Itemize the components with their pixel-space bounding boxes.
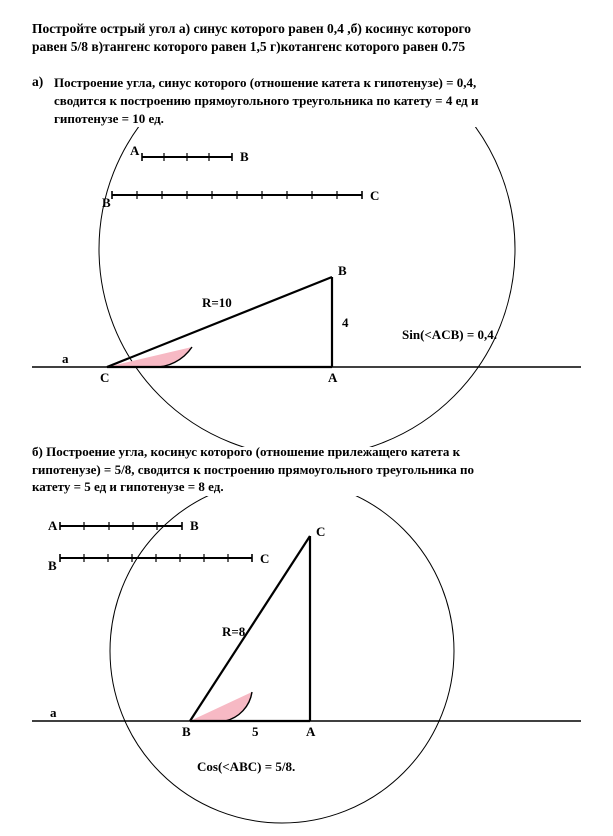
part-a-label: а) (32, 74, 43, 90)
ruler-bc-icon (60, 554, 252, 562)
part-a-desc-2: сводится к построению прямоугольного тре… (54, 93, 479, 108)
triangle-icon (107, 277, 332, 367)
part-b: б) Построение угла, косинус которого (от… (32, 443, 581, 826)
ruler-ab-icon (60, 522, 182, 530)
baseline-label: a (62, 351, 69, 366)
part-b-label: б) (32, 444, 43, 459)
adjacent-label: 5 (252, 724, 259, 739)
formula-sin: Sin(<ACB) = 0,4. (402, 327, 497, 342)
part-a-description: Построение угла, синус которого (отношен… (54, 74, 581, 127)
part-a: а) Построение угла, синус которого (отно… (32, 74, 581, 447)
baseline-label: a (50, 705, 57, 720)
vertex-b-label: B (182, 724, 191, 739)
part-b-desc-2: гипотенузе) = 5/8, сводится к построению… (32, 462, 474, 477)
ruler-a-label: A (48, 518, 58, 533)
ruler2-c-label: C (370, 188, 379, 203)
hypotenuse-label: R=10 (202, 295, 232, 310)
problem-line-2: равен 5/8 в)тангенс которого равен 1,5 г… (32, 39, 465, 54)
part-a-diagram: A B B C (32, 127, 581, 447)
page: Постройте острый угол а) синус которого … (0, 0, 613, 836)
ruler-b-label: B (240, 149, 249, 164)
ruler-a-label: A (130, 143, 140, 158)
vertex-c-label: C (316, 524, 325, 539)
part-a-desc-3: гипотенузе = 10 ед. (54, 111, 164, 126)
part-b-desc-1: Построение угла, косинус которого (отнош… (46, 444, 460, 459)
problem-statement: Постройте острый угол а) синус которого … (32, 20, 581, 56)
vertex-c-label: C (100, 370, 109, 385)
hypotenuse-label: R=8 (222, 624, 246, 639)
ruler-b-label: B (190, 518, 199, 533)
ruler2-c-label: C (260, 551, 269, 566)
ruler2-b-label: B (48, 558, 57, 573)
problem-line-1: Постройте острый угол а) синус которого … (32, 21, 471, 36)
formula-cos: Cos(<ABC) = 5/8. (197, 759, 295, 774)
part-a-desc-1: Построение угла, синус которого (отношен… (54, 75, 476, 90)
vertex-b-label: B (338, 263, 347, 278)
vertex-a-label: A (328, 370, 338, 385)
part-b-description: б) Построение угла, косинус которого (от… (32, 443, 581, 496)
part-b-desc-3: катету = 5 ед и гипотенузе = 8 ед. (32, 479, 224, 494)
part-b-diagram: A B B C a (32, 496, 581, 826)
triangle-icon (190, 536, 310, 721)
ruler-ab-icon (142, 153, 232, 161)
vertex-a-label: A (306, 724, 316, 739)
opposite-label: 4 (342, 315, 349, 330)
ruler2-b-label: B (102, 195, 111, 210)
ruler-bc-icon (112, 191, 362, 199)
